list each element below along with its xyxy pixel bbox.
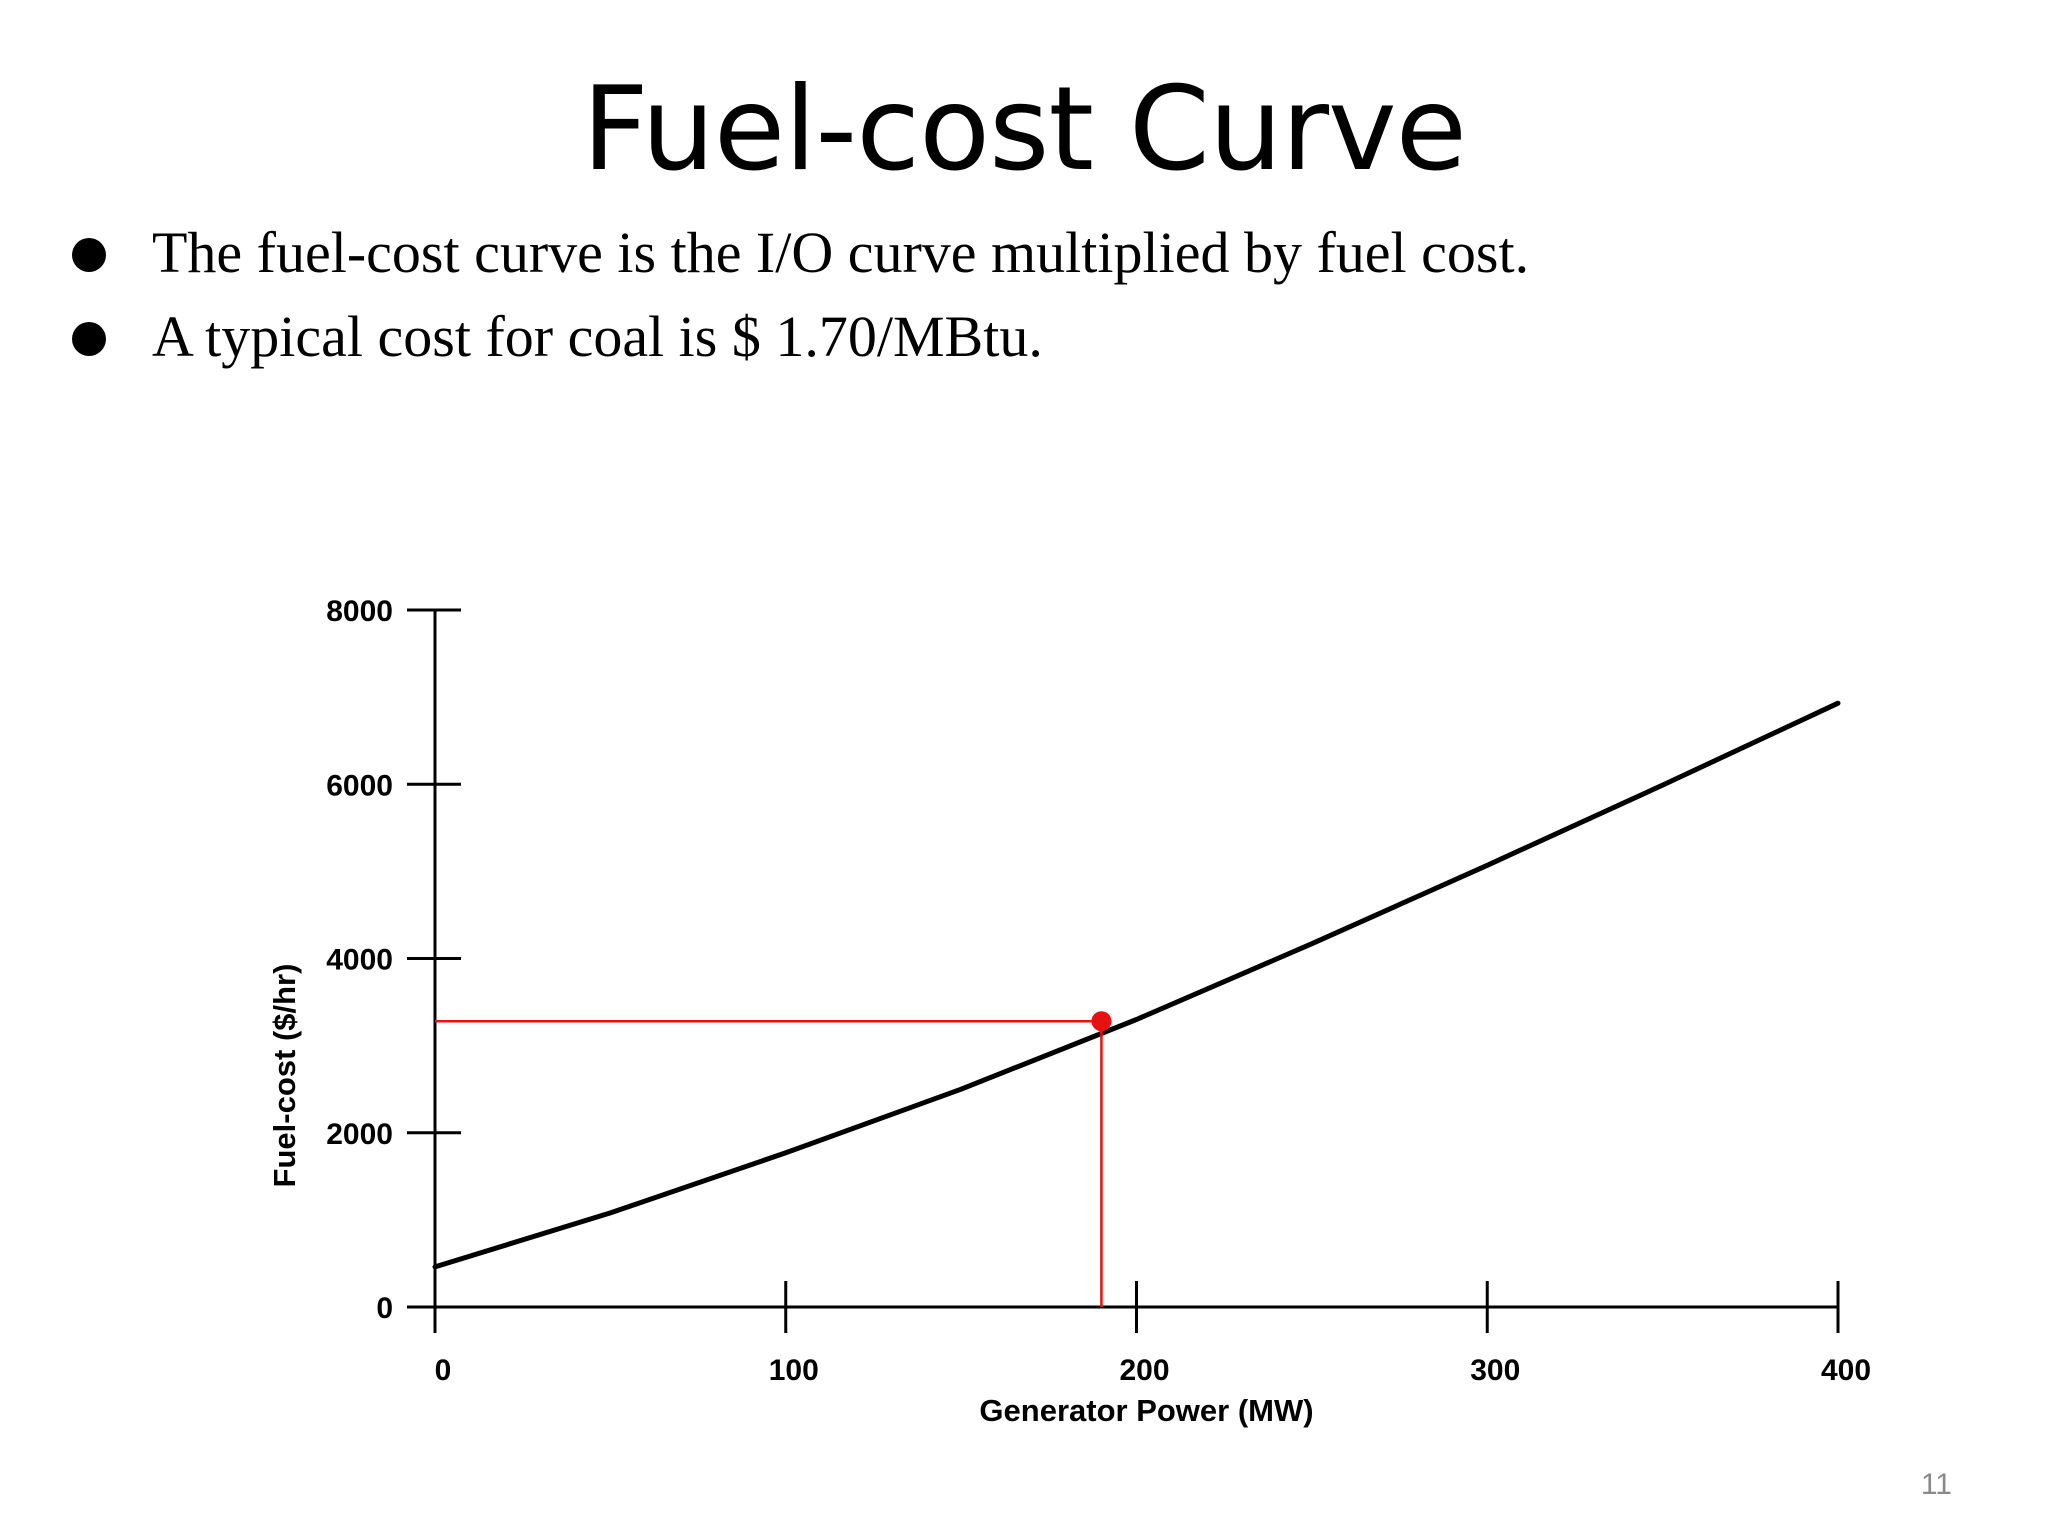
y-tick-label: 0 bbox=[376, 1292, 393, 1325]
fuel-cost-series-line bbox=[432, 700, 1841, 1270]
y-tick-label: 8000 bbox=[326, 595, 393, 628]
bullet-list: The fuel-cost curve is the I/O curve mul… bbox=[70, 218, 1529, 386]
y-axis-title: Fuel-cost ($/hr) bbox=[267, 964, 302, 1188]
x-tick-label: 200 bbox=[1119, 1354, 1169, 1387]
x-tick-label: 100 bbox=[769, 1354, 819, 1387]
page-number: 11 bbox=[1920, 1468, 1952, 1501]
bullet-dot-icon bbox=[72, 238, 106, 272]
bullet-dot-icon bbox=[72, 322, 106, 356]
x-tick-label: 300 bbox=[1470, 1354, 1520, 1387]
bullet-item: The fuel-cost curve is the I/O curve mul… bbox=[70, 218, 1529, 302]
bullet-text: A typical cost for coal is $ 1.70/MBtu. bbox=[152, 304, 1043, 369]
slide-title: Fuel-cost Curve bbox=[581, 62, 1467, 197]
x-axis-title: Generator Power (MW) bbox=[979, 1393, 1313, 1428]
x-tick-label: 400 bbox=[1821, 1354, 1871, 1387]
bullet-item: A typical cost for coal is $ 1.70/MBtu. bbox=[70, 302, 1529, 386]
x-tick-label: 0 bbox=[435, 1354, 452, 1387]
y-tick-label: 4000 bbox=[326, 944, 393, 977]
y-tick-label: 6000 bbox=[326, 769, 393, 802]
y-tick-label: 2000 bbox=[326, 1118, 393, 1151]
operating-point-marker bbox=[1091, 1011, 1112, 1032]
bullet-text: The fuel-cost curve is the I/O curve mul… bbox=[152, 220, 1530, 285]
